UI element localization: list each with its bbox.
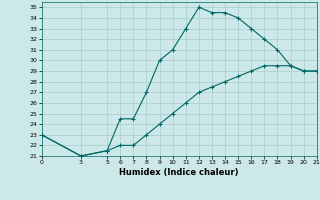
X-axis label: Humidex (Indice chaleur): Humidex (Indice chaleur) bbox=[119, 168, 239, 177]
